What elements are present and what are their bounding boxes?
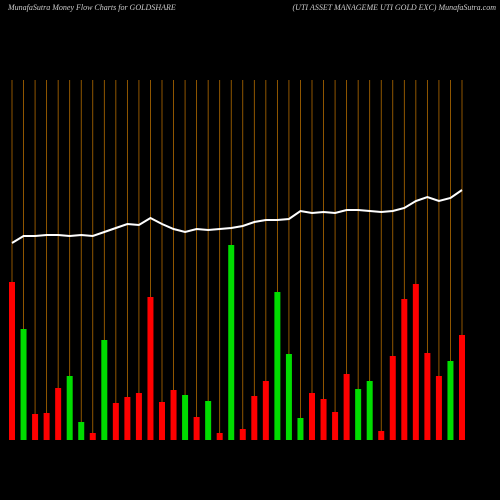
bar (135, 393, 142, 440)
bar (424, 353, 431, 440)
bar (32, 414, 39, 440)
chart-title: MunafaSutra Money Flow Charts for GOLDSH… (7, 3, 176, 12)
bar (112, 403, 119, 440)
bar (78, 422, 85, 440)
bar (389, 356, 396, 440)
bar (182, 395, 189, 440)
bar (205, 401, 212, 440)
bar (251, 396, 258, 440)
bar (228, 245, 235, 440)
bar (43, 413, 50, 440)
bar (401, 299, 408, 440)
bar (170, 390, 177, 440)
bar (343, 374, 350, 440)
bar (147, 297, 154, 440)
bar (239, 429, 246, 440)
bar (355, 389, 362, 440)
bar (274, 292, 281, 440)
bar (435, 376, 442, 440)
bar (66, 376, 73, 440)
bar (55, 388, 62, 440)
chart-subtitle: (UTI ASSET MANAGEME UTI GOLD EXC) Munafa… (293, 3, 497, 12)
bar (193, 417, 200, 440)
bar (332, 412, 339, 440)
bar (459, 335, 465, 440)
bar (101, 340, 108, 440)
bar (320, 399, 327, 440)
bar (297, 418, 304, 440)
bar (447, 361, 454, 440)
bar (159, 402, 165, 440)
bar (216, 433, 223, 440)
bar (262, 381, 269, 440)
bar (309, 393, 315, 440)
bar (20, 329, 27, 440)
bar (9, 282, 15, 440)
bar (89, 433, 96, 440)
bar (366, 381, 373, 440)
bar (378, 431, 385, 440)
bar (124, 397, 131, 440)
line (11, 189, 463, 244)
bar (412, 284, 419, 440)
bar (285, 354, 292, 440)
